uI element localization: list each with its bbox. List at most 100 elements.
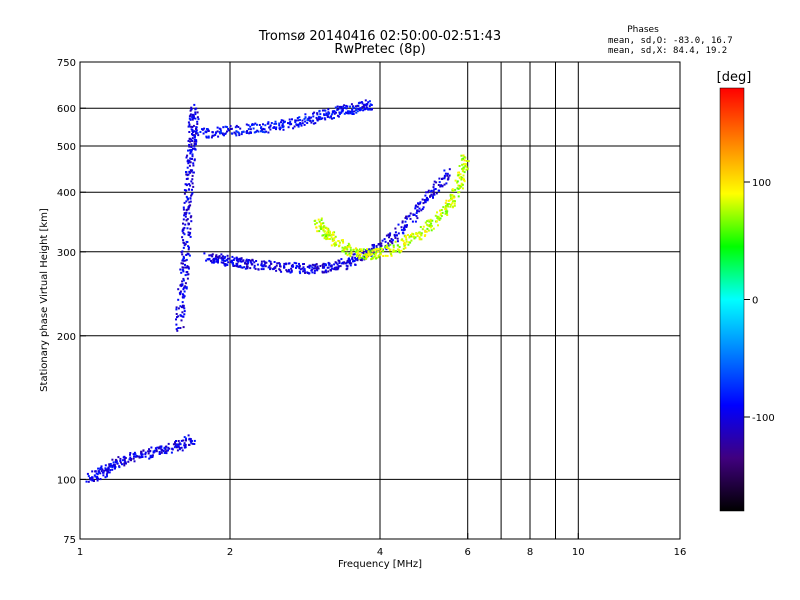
data-point (184, 259, 187, 262)
data-point (460, 176, 463, 179)
data-point (357, 249, 360, 252)
data-point (184, 266, 187, 269)
data-point (425, 223, 428, 226)
data-point (461, 169, 464, 172)
data-point (182, 222, 184, 225)
data-point (262, 268, 265, 271)
data-point (273, 267, 275, 270)
data-point (379, 250, 382, 252)
data-point (175, 313, 178, 315)
data-point (332, 110, 335, 113)
data-point (239, 260, 242, 262)
data-point (340, 107, 343, 110)
data-point (452, 196, 455, 199)
data-point (396, 240, 399, 243)
data-point (197, 134, 200, 137)
data-point (323, 237, 326, 240)
data-point (179, 284, 182, 287)
data-point (185, 287, 188, 290)
data-point (311, 119, 314, 122)
data-point (153, 449, 156, 452)
data-point (183, 189, 186, 192)
data-point (98, 471, 100, 474)
data-point (465, 168, 468, 171)
data-point (221, 259, 224, 261)
data-point (368, 254, 371, 257)
data-point (413, 213, 416, 216)
data-point (109, 464, 112, 467)
data-point (460, 184, 463, 187)
data-point (379, 247, 382, 250)
colorbar-tick-label: 0 (752, 296, 758, 307)
data-point (108, 465, 111, 468)
data-point (253, 261, 256, 264)
data-point (211, 261, 214, 264)
data-point (403, 244, 406, 247)
data-point (326, 232, 329, 235)
data-point (140, 451, 143, 454)
data-point (327, 229, 330, 232)
data-point (207, 135, 210, 138)
data-point (347, 112, 350, 115)
data-point (256, 129, 259, 132)
data-point (175, 440, 177, 442)
data-point (247, 128, 250, 131)
data-point (363, 257, 365, 260)
data-point (349, 246, 352, 249)
data-point (312, 115, 315, 118)
data-point (376, 248, 378, 251)
data-point (370, 253, 373, 255)
data-point (139, 456, 142, 459)
data-point (445, 199, 448, 202)
data-point (249, 267, 252, 270)
data-point (167, 442, 170, 445)
data-point (185, 189, 188, 192)
data-point (93, 480, 95, 482)
data-point (189, 204, 192, 207)
data-point (375, 257, 378, 260)
data-point (220, 261, 223, 264)
data-point (372, 252, 375, 254)
data-point (191, 442, 194, 445)
data-point (299, 122, 302, 124)
data-point (294, 119, 297, 122)
data-point (279, 265, 281, 268)
data-point (289, 120, 292, 123)
data-point (430, 222, 433, 225)
data-point (371, 256, 374, 259)
data-point (392, 244, 395, 247)
data-point (351, 111, 353, 114)
data-point (123, 464, 126, 467)
data-point (186, 265, 189, 268)
x-tick-label: 6 (465, 547, 471, 558)
data-point (184, 215, 187, 218)
data-point (367, 101, 370, 104)
data-point (404, 234, 407, 237)
data-point (124, 457, 127, 459)
data-point (465, 165, 468, 168)
data-point (129, 452, 132, 454)
data-point (87, 480, 90, 483)
data-point (138, 455, 141, 458)
data-point (235, 134, 238, 137)
data-point (191, 182, 194, 185)
data-point (235, 124, 238, 127)
data-point (313, 269, 316, 272)
data-point (355, 249, 358, 252)
data-point (445, 204, 448, 207)
data-point (272, 126, 275, 129)
data-point (316, 265, 319, 268)
data-point (190, 138, 193, 141)
data-point (190, 170, 193, 173)
data-point (316, 119, 319, 122)
data-point (255, 260, 258, 262)
data-point (260, 262, 263, 265)
data-point (196, 123, 199, 125)
data-point (320, 228, 323, 230)
data-point (181, 449, 184, 452)
data-point (240, 257, 243, 260)
data-point (174, 444, 177, 447)
data-point (187, 273, 190, 276)
data-point (343, 248, 346, 251)
